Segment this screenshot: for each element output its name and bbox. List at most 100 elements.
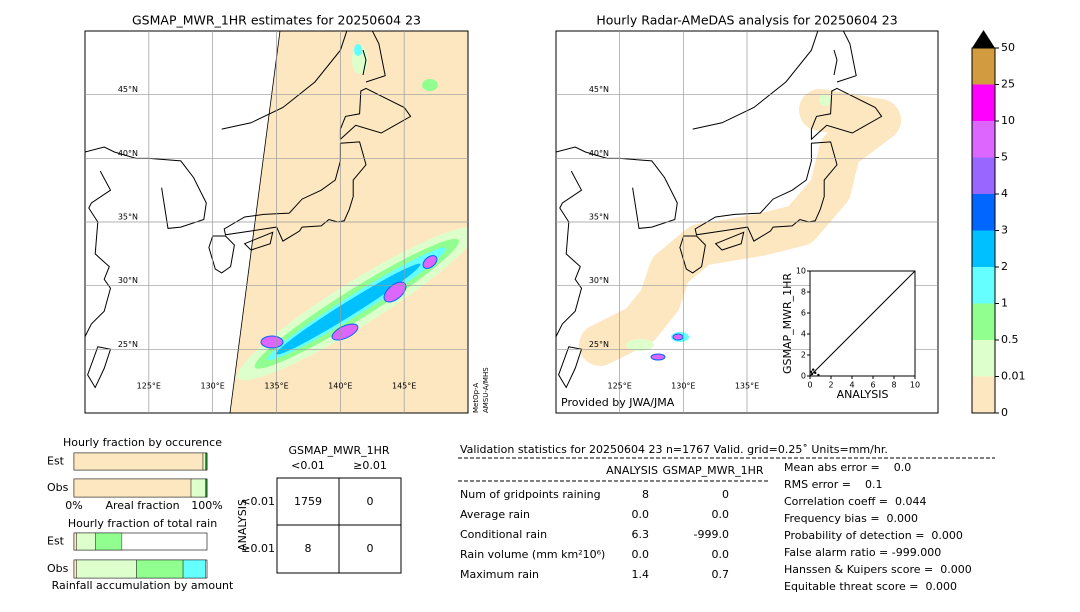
lon-label: 125°E xyxy=(137,382,161,391)
x-tick-label: 6 xyxy=(870,381,875,390)
lat-label: 25°N xyxy=(118,340,138,349)
cell: 1759 xyxy=(294,495,322,508)
cell: 0 xyxy=(367,495,374,508)
point xyxy=(810,372,814,376)
bar-segment xyxy=(202,452,206,471)
map-title: Hourly Radar-AMeDAS analysis for 2025060… xyxy=(596,13,897,28)
diagonal xyxy=(809,270,916,377)
score: False alarm ratio = -999.000 xyxy=(784,546,941,559)
lon-label: 135°E xyxy=(735,382,759,391)
colorbar-label: 5 xyxy=(1001,151,1008,164)
colorbar-label: 2 xyxy=(1001,260,1008,273)
stats-value: -999.0 xyxy=(694,528,729,541)
bar-segment xyxy=(73,532,77,551)
x-axis-label: Rainfall accumulation by amount xyxy=(52,579,234,592)
colorbar-box xyxy=(972,303,995,340)
score: Correlation coeff = 0.044 xyxy=(784,495,926,508)
category-label: Obs xyxy=(47,562,69,575)
col-header: ≥0.01 xyxy=(353,459,387,472)
colorbar-box xyxy=(972,157,995,194)
lat-label: 30°N xyxy=(118,276,138,285)
lat-label: 40°N xyxy=(118,149,138,158)
stats-title: Validation statistics for 20250604 23 n=… xyxy=(460,443,888,456)
lon-label: 145°E xyxy=(392,382,416,391)
y-tick-label: 10 xyxy=(796,267,806,276)
sensor-note: MetOp-A xyxy=(472,383,480,413)
stats-label: Num of gridpoints raining xyxy=(460,488,601,501)
score: Hanssen & Kuipers score = 0.000 xyxy=(784,563,972,576)
colorbar-box xyxy=(972,267,995,304)
colorbar-box xyxy=(972,376,995,413)
col-header: <0.01 xyxy=(291,459,325,472)
chart-title: Hourly fraction by occurence xyxy=(63,436,222,449)
cell: 8 xyxy=(305,542,312,555)
stats-col: GSMAP_MWR_1HR xyxy=(662,464,763,477)
stats-col: ANALYSIS xyxy=(606,464,658,477)
x-tick-label: 10 xyxy=(910,381,920,390)
lon-label: 130°E xyxy=(201,382,225,391)
stats-value: 1.4 xyxy=(632,568,650,581)
lon-label: 125°E xyxy=(608,382,632,391)
stats-value: 0.0 xyxy=(632,508,650,521)
score: Equitable threat score = 0.000 xyxy=(784,580,957,593)
contingency-table: GSMAP_MWR_1HR <0.01 ≥0.01 ANALYSIS <0.01… xyxy=(236,444,402,574)
stats-value: 0.0 xyxy=(632,548,650,561)
score: Probability of detection = 0.000 xyxy=(784,529,963,542)
row-header: ≥0.01 xyxy=(241,542,275,555)
bar-segment xyxy=(73,478,192,498)
bar-segment xyxy=(205,478,208,498)
category-label: Est xyxy=(47,455,65,468)
bar-segment xyxy=(190,478,206,498)
y-tick-label: 0 xyxy=(801,372,806,381)
x-axis-label: ANALYSIS xyxy=(837,388,889,401)
bar-segment xyxy=(95,532,123,551)
colorbar-label: 0 xyxy=(1001,406,1008,419)
y-axis-label: GSMAP_MWR_1HR xyxy=(781,273,794,374)
x-tick-label: 2 xyxy=(828,381,833,390)
colorbar-label: 3 xyxy=(1001,224,1008,237)
row-header: <0.01 xyxy=(241,495,275,508)
stats-value: 6.3 xyxy=(632,528,650,541)
score: Mean abs error = 0.0 xyxy=(784,461,911,474)
point xyxy=(814,371,817,375)
stats-value: 0 xyxy=(722,488,729,501)
row-title: ANALYSIS xyxy=(236,499,249,551)
stats-label: Rain volume (mm km²10⁶) xyxy=(460,548,605,561)
map-title: GSMAP_MWR_1HR estimates for 20250604 23 xyxy=(132,13,421,28)
stats-value: 0.0 xyxy=(712,548,730,561)
stats-label: Conditional rain xyxy=(460,528,547,541)
lat-label: 35°N xyxy=(118,213,138,222)
colorbar-box xyxy=(972,48,995,85)
lat-label: 35°N xyxy=(589,213,609,222)
sensor-note: AMSU-A/MHS xyxy=(482,367,490,413)
stats-value: 0.0 xyxy=(712,508,730,521)
category-label: Obs xyxy=(47,481,69,494)
x-tick-label: 100% xyxy=(191,499,222,512)
stats-value: 8 xyxy=(642,488,649,501)
stats-label: Average rain xyxy=(460,508,530,521)
point xyxy=(809,370,813,373)
bar-segment xyxy=(136,559,184,579)
lat-label: 40°N xyxy=(589,149,609,158)
colorbar-label: 50 xyxy=(1001,41,1015,54)
colorbar-label: 4 xyxy=(1001,187,1008,200)
colorbar-box xyxy=(972,194,995,231)
x-tick-label: 4 xyxy=(849,381,854,390)
colorbar-box xyxy=(972,230,995,267)
lon-label: 140°E xyxy=(328,382,352,391)
y-tick-label: 4 xyxy=(801,330,806,339)
credit: Provided by JWA/JMA xyxy=(561,396,675,409)
bar-segment xyxy=(205,452,208,471)
colorbar-label: 0.5 xyxy=(1001,333,1019,346)
lat-label: 30°N xyxy=(589,276,609,285)
x-tick-label: 0 xyxy=(807,381,812,390)
category-label: Est xyxy=(47,535,65,548)
point xyxy=(811,368,815,371)
bar-segment xyxy=(182,559,206,579)
x-tick-label: 8 xyxy=(891,381,896,390)
stats-value: 0.7 xyxy=(712,568,730,581)
bar-segment xyxy=(76,559,137,579)
y-tick-label: 6 xyxy=(801,309,806,318)
colorbar-box xyxy=(972,340,995,377)
